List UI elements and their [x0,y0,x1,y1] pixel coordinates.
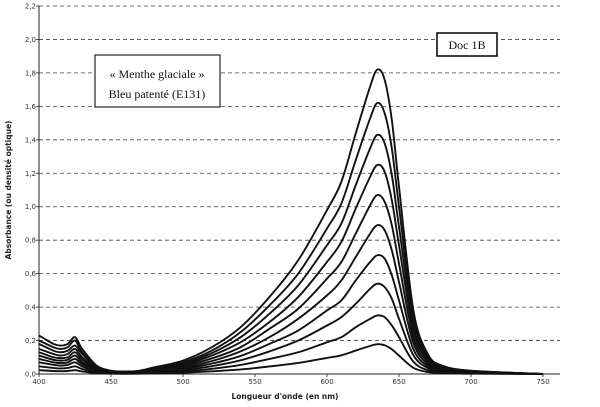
y-tick-label: 1,6 [25,103,37,111]
x-tick-label: 450 [104,378,117,386]
y-tick-label: 0,2 [25,337,36,345]
absorbance-curve-1 [38,68,544,375]
x-tick-label: 500 [176,378,189,386]
label-box-frame [94,54,221,108]
y-axis-label: Absorbance (ou densité optique) [4,121,13,260]
absorbance-curve-9 [38,314,544,375]
absorbance-curve-5 [38,193,544,375]
y-tick-label: 2,2 [25,3,36,11]
label-box-line-2: Bleu patenté (E131) [109,87,206,101]
absorbance-curve-10 [38,343,544,375]
absorbance-curve-4 [38,163,544,375]
x-tick-label: 700 [464,378,477,386]
absorbance-curve-6 [38,224,544,375]
y-tick-label: 0,6 [25,270,37,278]
y-tick-labels: 0,0 0,2 0,4 0,6 0,8 1,0 1,2 1,4 1,6 1,8 2,0 2,2 [25,3,39,379]
absorbance-curve-2 [38,101,544,375]
x-tick-label: 600 [320,378,333,386]
y-tick-label: 0,0 [25,371,36,379]
x-tick-label: 550 [248,378,261,386]
doc-label-text: Doc 1B [449,38,486,52]
x-tick-labels: 400 450 500 550 600 650 700 750 [32,374,550,386]
absorbance-curve-8 [38,282,544,375]
y-tick-label: 1,2 [25,170,36,178]
doc-label-box: Doc 1B [436,32,498,57]
y-tick-label: 1,0 [25,203,36,211]
label-box-line-1: « Menthe glaciale » [110,67,205,81]
absorbance-curves [38,68,544,375]
doc-label-frame [436,32,498,57]
x-axis-label: Longueur d'onde (en nm) [232,392,339,401]
y-tick-label: 0,8 [25,237,36,245]
x-tick-label: 400 [32,378,45,386]
y-tick-label: 0,4 [25,304,37,312]
label-box: « Menthe glaciale » Bleu patenté (E131) [94,54,221,108]
x-tick-label: 650 [392,378,405,386]
y-tick-label: 2,0 [25,36,36,44]
y-tick-label: 1,8 [25,69,36,77]
x-tick-label: 750 [536,378,549,386]
absorbance-curve-7 [38,254,544,375]
y-tick-label: 1,4 [25,136,37,144]
absorbance-curve-3 [38,133,544,375]
